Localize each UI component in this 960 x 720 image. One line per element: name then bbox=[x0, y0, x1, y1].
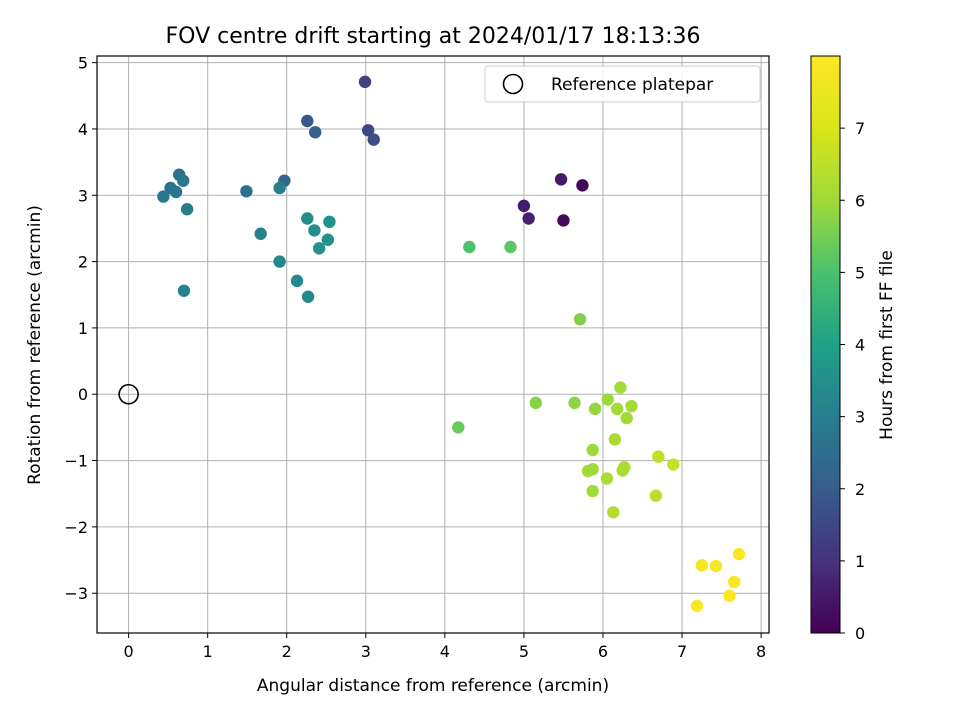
data-point bbox=[608, 433, 622, 446]
y-tick-label: 3 bbox=[78, 186, 88, 205]
data-point bbox=[586, 462, 599, 476]
data-point bbox=[557, 214, 570, 227]
data-point bbox=[667, 458, 680, 471]
data-point bbox=[652, 450, 665, 463]
data-point bbox=[180, 203, 194, 216]
data-point bbox=[323, 215, 336, 229]
data-point bbox=[321, 233, 335, 246]
data-point bbox=[301, 212, 314, 225]
y-tick-label: −3 bbox=[64, 584, 88, 603]
data-point bbox=[601, 393, 614, 406]
colorbar-ticks: 0 1 2 3 4 5 6 7 bbox=[840, 119, 865, 643]
legend-box bbox=[484, 65, 761, 103]
data-point bbox=[573, 313, 587, 326]
data-point bbox=[157, 190, 170, 203]
y-tick-label: 4 bbox=[78, 120, 88, 139]
colorbar-gradient bbox=[810, 55, 841, 634]
data-point bbox=[600, 472, 614, 485]
x-tick-label: 7 bbox=[677, 642, 687, 661]
colorbar-tick-label: 4 bbox=[855, 336, 865, 355]
data-point bbox=[695, 559, 708, 572]
plot-frame bbox=[96, 55, 770, 634]
data-point bbox=[177, 284, 191, 297]
data-point bbox=[625, 399, 638, 413]
data-point bbox=[690, 599, 704, 613]
data-point bbox=[361, 124, 375, 137]
data-point bbox=[618, 460, 631, 474]
data-point bbox=[309, 126, 322, 139]
colorbar-label: Hours from first FF file bbox=[877, 250, 897, 440]
y-tick-label: −2 bbox=[64, 518, 88, 537]
data-point bbox=[308, 224, 321, 237]
colorbar-tick-label: 3 bbox=[855, 408, 865, 427]
data-point bbox=[273, 255, 286, 268]
data-point bbox=[709, 559, 723, 573]
data-point bbox=[301, 114, 314, 128]
data-point bbox=[301, 290, 315, 303]
data-point bbox=[611, 402, 624, 416]
data-point bbox=[649, 489, 663, 502]
data-point bbox=[169, 185, 183, 199]
data-point bbox=[529, 396, 542, 410]
data-point bbox=[358, 75, 372, 89]
data-point bbox=[586, 484, 599, 498]
x-tick-label: 2 bbox=[282, 642, 292, 661]
x-axis-label: Angular distance from reference (arcmin) bbox=[257, 676, 609, 696]
chart-title: FOV centre drift starting at 2024/01/17 … bbox=[166, 24, 701, 49]
legend: Reference platepar bbox=[484, 65, 761, 103]
legend-label: Reference platepar bbox=[551, 75, 713, 95]
grid bbox=[97, 56, 769, 633]
y-axis-ticks: −3 −2 −1 0 1 2 3 4 5 bbox=[64, 54, 97, 603]
data-point bbox=[568, 396, 581, 410]
y-tick-label: 2 bbox=[78, 253, 88, 272]
data-point bbox=[723, 589, 736, 603]
reference-platepar-marker bbox=[118, 383, 139, 405]
x-tick-label: 4 bbox=[440, 642, 450, 661]
data-point bbox=[517, 199, 531, 213]
x-tick-label: 8 bbox=[756, 642, 766, 661]
data-point bbox=[290, 274, 304, 288]
data-point bbox=[620, 411, 633, 425]
colorbar-tick-label: 0 bbox=[855, 624, 865, 643]
data-point bbox=[554, 173, 568, 186]
x-axis-ticks: 0 1 2 3 4 5 6 7 8 bbox=[124, 633, 766, 661]
x-tick-label: 3 bbox=[361, 642, 371, 661]
y-tick-label: −1 bbox=[64, 452, 88, 471]
colorbar-tick-label: 5 bbox=[855, 263, 865, 282]
y-tick-label: 5 bbox=[78, 54, 88, 73]
colorbar-tick-label: 6 bbox=[855, 191, 865, 210]
y-axis-label: Rotation from reference (arcmin) bbox=[25, 205, 45, 485]
colorbar-tick-label: 1 bbox=[855, 552, 865, 571]
data-point bbox=[576, 179, 589, 192]
data-point bbox=[254, 227, 267, 240]
y-tick-label: 1 bbox=[78, 319, 88, 338]
data-point bbox=[452, 421, 465, 434]
data-point bbox=[463, 240, 476, 254]
x-tick-label: 1 bbox=[203, 642, 213, 661]
data-point bbox=[367, 133, 380, 146]
x-tick-label: 5 bbox=[519, 642, 529, 661]
colorbar-tick-label: 2 bbox=[855, 480, 865, 499]
data-point bbox=[614, 381, 627, 394]
data-point bbox=[522, 212, 535, 225]
data-point bbox=[586, 443, 599, 457]
data-point bbox=[176, 174, 190, 187]
colorbar: 0 1 2 3 4 5 6 7 Hours from first FF file bbox=[810, 55, 897, 643]
colorbar-tick-label: 7 bbox=[855, 119, 865, 138]
data-point bbox=[728, 575, 741, 589]
data-point bbox=[504, 240, 517, 254]
data-point bbox=[588, 402, 602, 416]
x-tick-label: 6 bbox=[598, 642, 608, 661]
x-tick-label: 0 bbox=[124, 642, 134, 661]
data-point bbox=[732, 547, 746, 561]
data-point bbox=[607, 506, 620, 519]
data-point bbox=[240, 185, 253, 198]
legend-marker-icon bbox=[502, 73, 524, 95]
data-points bbox=[157, 75, 746, 613]
y-tick-label: 0 bbox=[78, 385, 88, 404]
data-point bbox=[273, 181, 286, 195]
data-point bbox=[312, 242, 326, 255]
